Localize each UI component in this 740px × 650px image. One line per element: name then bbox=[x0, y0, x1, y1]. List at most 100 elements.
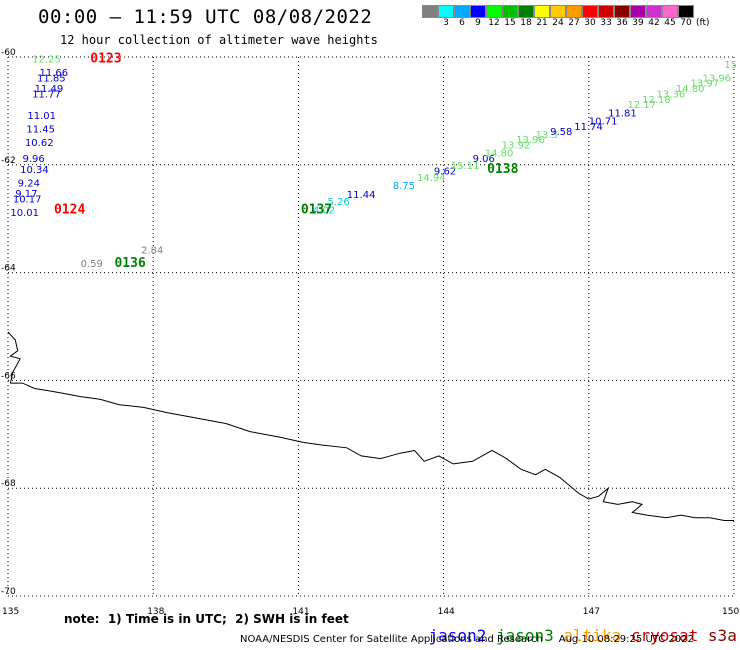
wave-height-value: 11.77 bbox=[32, 89, 61, 100]
wave-height-value: 11.66 bbox=[39, 68, 68, 79]
color-legend: 3 6 9 12 15 18 21 24 27 30 33 36 39 42 45 70 (ft) bbox=[422, 5, 710, 28]
wave-height-value: 11.49 bbox=[35, 84, 64, 95]
wave-height-value: 11.81 bbox=[608, 108, 637, 119]
wave-height-value: 9.62 bbox=[434, 167, 456, 178]
legend-swatch bbox=[454, 5, 470, 18]
wave-height-value: 13.92 bbox=[502, 141, 531, 152]
wave-height-value: 15 bbox=[724, 60, 737, 71]
legend-swatch bbox=[534, 5, 550, 18]
wave-height-value: 14.80 bbox=[485, 149, 514, 160]
legend-label: 9 bbox=[475, 18, 481, 28]
wave-height-value: 2.84 bbox=[141, 246, 163, 257]
legend-label: 6 bbox=[459, 18, 465, 28]
legend-swatch bbox=[486, 5, 502, 18]
legend-swatch bbox=[630, 5, 646, 18]
legend-swatch bbox=[550, 5, 566, 18]
wave-height-value: 11.44 bbox=[347, 190, 376, 201]
map-subtitle: 12 hour collection of altimeter wave hei… bbox=[60, 33, 378, 47]
axis-labels: 135 138 141 144 147 150 -60 -62 -64 -66 -68 -70 bbox=[1, 48, 739, 617]
lat-tick-label: -60 bbox=[1, 48, 16, 58]
footer-note: note: 1) Time is in UTC; 2) SWH is in fe… bbox=[64, 612, 349, 626]
sat-jason2: jason2 bbox=[428, 626, 487, 645]
sat-cryosat: cryosat bbox=[630, 626, 699, 645]
pass-time-label: 0136 bbox=[114, 256, 145, 271]
legend-unit: (ft) bbox=[696, 18, 710, 28]
pass-time-label: 0124 bbox=[54, 202, 85, 217]
lat-tick-label: -70 bbox=[1, 587, 16, 597]
footer-credit: NOAA/NESDIS Center for Satellite Applica… bbox=[240, 634, 694, 645]
legend-swatch bbox=[662, 5, 678, 18]
pass-time-label: 0138 bbox=[487, 162, 518, 177]
wave-height-value: 12.18 bbox=[642, 95, 671, 106]
wave-height-value: 13.96 bbox=[516, 135, 545, 146]
lon-tick-label: 135 bbox=[2, 607, 19, 617]
lon-tick-label: 150 bbox=[722, 607, 739, 617]
legend-labels: 3 6 9 12 15 18 21 24 27 30 33 36 39 42 45 70 (ft) bbox=[422, 18, 710, 28]
wave-height-value: 9.58 bbox=[550, 127, 572, 138]
sat-s3a: s3a bbox=[707, 626, 737, 645]
satellite-legend: jason2 jason3 altika cryosat s3a bbox=[390, 607, 737, 650]
pass-time-labels: 0123 0124 0136 0137 0138 bbox=[54, 51, 519, 271]
sat-jason3: jason3 bbox=[495, 626, 554, 645]
wave-height-value: 8.75 bbox=[393, 181, 415, 192]
wave-height-value: 12.17 bbox=[628, 100, 657, 111]
legend-label: 36 bbox=[616, 18, 628, 28]
wave-height-value: 10.62 bbox=[25, 138, 54, 149]
lon-tick-label: 141 bbox=[292, 607, 309, 617]
lat-tick-label: -68 bbox=[1, 479, 16, 489]
legend-label: 70 bbox=[680, 18, 692, 28]
wave-height-value: 4.02 bbox=[313, 205, 335, 216]
wave-height-value: 10.17 bbox=[13, 195, 42, 206]
wave-height-value: 13.96 bbox=[703, 73, 732, 84]
wave-height-value: 11.01 bbox=[27, 111, 56, 122]
lon-tick-label: 138 bbox=[147, 607, 164, 617]
map-frame bbox=[8, 57, 734, 606]
legend-swatch bbox=[470, 5, 486, 18]
wave-height-value: 14.80 bbox=[676, 84, 705, 95]
legend-label: 15 bbox=[504, 18, 516, 28]
legend-swatch bbox=[678, 5, 694, 18]
pass-time-label: 0137 bbox=[301, 202, 332, 217]
wave-height-value: 13.97 bbox=[690, 79, 719, 90]
pass-time-label: 0123 bbox=[90, 51, 121, 66]
legend-label: 39 bbox=[632, 18, 644, 28]
legend-label: 27 bbox=[568, 18, 580, 28]
legend-swatch bbox=[614, 5, 630, 18]
legend-label: 18 bbox=[520, 18, 532, 28]
grid-lines bbox=[7, 56, 735, 597]
legend-swatch bbox=[646, 5, 662, 18]
legend-label: 21 bbox=[536, 18, 548, 28]
wave-height-value: 9.06 bbox=[473, 154, 495, 165]
legend-label: 30 bbox=[584, 18, 596, 28]
legend-swatch bbox=[566, 5, 582, 18]
lat-tick-label: -64 bbox=[1, 264, 16, 274]
legend-label: 12 bbox=[488, 18, 500, 28]
wave-height-value: 10.34 bbox=[20, 165, 49, 176]
legend-label: 45 bbox=[664, 18, 676, 28]
legend-label: 33 bbox=[600, 18, 612, 28]
wave-height-value: 5.26 bbox=[327, 197, 349, 208]
legend-label: 42 bbox=[648, 18, 660, 28]
wave-height-value: 10.71 bbox=[589, 116, 618, 127]
wave-height-value: 9.96 bbox=[23, 154, 45, 165]
wave-height-value: 15.11 bbox=[451, 161, 480, 172]
lon-tick-label: 144 bbox=[438, 607, 455, 617]
wave-height-value: 13.36 bbox=[657, 89, 686, 100]
wave-height-value: 11.85 bbox=[37, 73, 66, 84]
legend-label: 24 bbox=[552, 18, 564, 28]
wave-height-value: 13.3 bbox=[536, 130, 558, 141]
lat-tick-label: -66 bbox=[1, 371, 16, 381]
legend-label: 3 bbox=[443, 18, 449, 28]
wave-height-value: 11.74 bbox=[574, 122, 603, 133]
antarctic-coastline bbox=[7, 331, 734, 521]
wave-height-value: 0.59 bbox=[81, 259, 103, 270]
legend-swatch bbox=[598, 5, 614, 18]
lat-tick-label: -62 bbox=[1, 156, 16, 166]
wave-height-value: 11.45 bbox=[26, 124, 55, 135]
legend-swatches bbox=[422, 5, 710, 18]
legend-swatch bbox=[502, 5, 518, 18]
legend-swatch bbox=[518, 5, 534, 18]
wave-height-value: 14.94 bbox=[417, 173, 446, 184]
